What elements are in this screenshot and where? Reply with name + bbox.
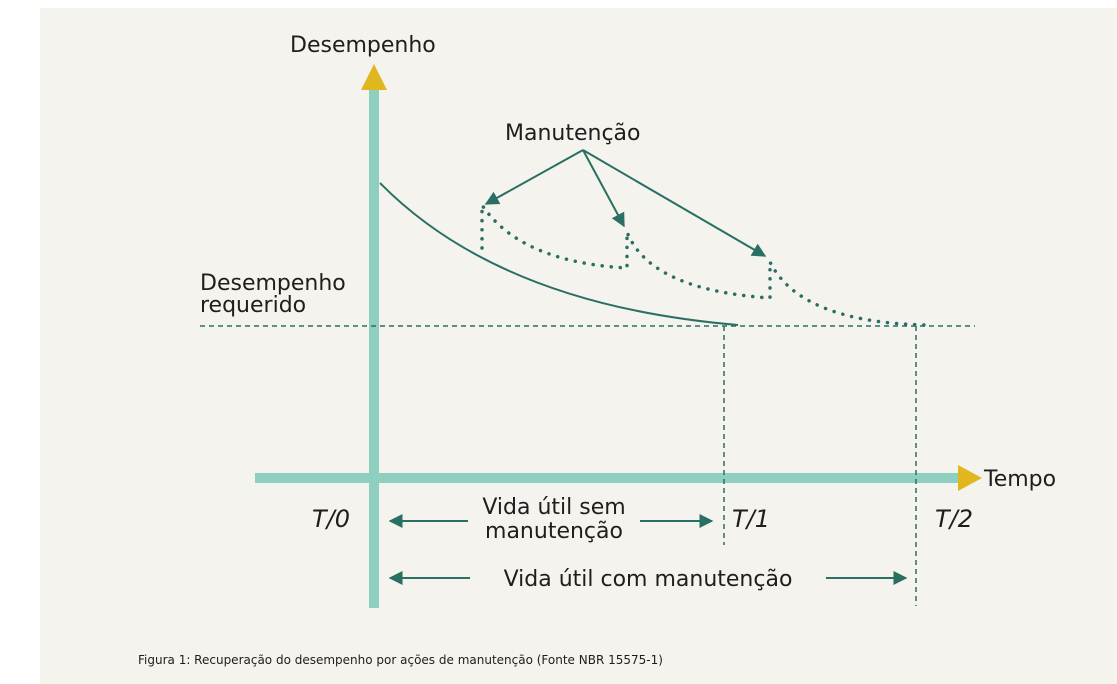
life-with-label: Vida útil com manutenção (504, 567, 793, 592)
time-mark: T/0 (312, 505, 350, 533)
x-axis-label: Tempo (983, 467, 1056, 492)
y-axis (369, 88, 379, 608)
arrow (582, 149, 625, 228)
x-axis (255, 473, 960, 483)
time-mark: T/1 (732, 505, 770, 533)
life-without-label: manutenção (485, 519, 623, 544)
y-axis-label: Desempenho (290, 33, 436, 58)
x-arrowhead (958, 465, 982, 491)
required-label: requerido (200, 293, 306, 318)
background (40, 8, 1117, 684)
arrow (582, 149, 767, 257)
life-without-label: Vida útil sem (482, 495, 625, 520)
y-arrowhead (361, 64, 387, 90)
required-label: Desempenho (200, 271, 346, 296)
arrow (484, 149, 584, 205)
time-mark: T/2 (935, 505, 973, 533)
caption: Figura 1: Recuperação do desempenho por … (138, 653, 663, 667)
maintenance-label: Manutenção (505, 121, 641, 146)
curve-maintenance (480, 199, 927, 327)
curve-no-maintenance (379, 182, 739, 326)
